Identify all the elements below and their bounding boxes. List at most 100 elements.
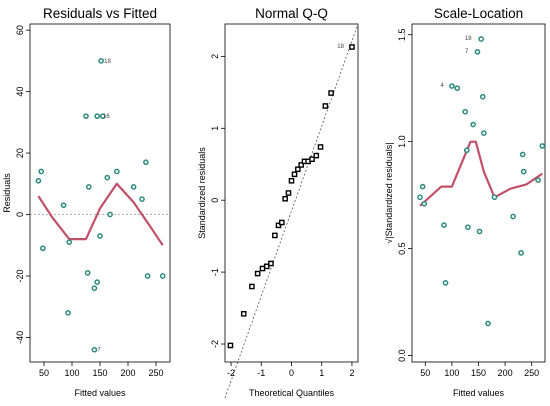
data-point (328, 90, 334, 96)
data-point (130, 184, 137, 190)
data-point (485, 320, 491, 327)
y-tick-label: 2 (210, 54, 220, 59)
plot-frame (29, 23, 171, 363)
x-tick-label: 50 (420, 368, 430, 378)
data-point (465, 224, 471, 231)
data-point (249, 283, 255, 290)
y-tick-label: 0.5 (397, 242, 407, 255)
x-tick-label: 250 (148, 368, 163, 378)
data-point (474, 48, 481, 55)
data-point (97, 233, 103, 239)
x-axis-label: Theoretical Quantiles (249, 388, 335, 398)
data-point (421, 200, 428, 207)
y-tick-label: 0 (15, 212, 25, 217)
data-point (60, 202, 67, 209)
point-label: 4 (441, 83, 445, 89)
data-point (272, 232, 278, 239)
point-label: 7 (465, 49, 469, 55)
x-tick-label: -1 (257, 368, 265, 378)
data-point (317, 144, 324, 150)
y-tick-label: -20 (15, 269, 25, 282)
data-point (478, 36, 485, 42)
data-point (295, 166, 301, 173)
data-point (98, 58, 104, 64)
data-point (282, 195, 288, 202)
y-tick-label: 0.0 (397, 349, 407, 362)
y-tick-label: 0 (210, 198, 220, 203)
x-tick-label: 200 (120, 368, 135, 378)
data-point (491, 194, 498, 201)
x-tick-label: 150 (92, 368, 107, 378)
data-point (227, 342, 234, 349)
data-point (441, 222, 447, 228)
data-point (449, 83, 455, 89)
y-axis-label: Standardized residuals (197, 147, 207, 239)
data-point (470, 121, 477, 128)
x-tick-label: 50 (39, 368, 49, 378)
y-tick-label: 1.0 (397, 135, 407, 148)
data-point (83, 113, 89, 120)
x-tick-label: 2 (349, 368, 354, 378)
x-axis-label: Fitted values (74, 388, 126, 398)
x-tick-label: 100 (444, 368, 459, 378)
data-point (107, 211, 113, 218)
x-tick-label: 100 (64, 368, 79, 378)
y-tick-label: 1 (210, 126, 220, 131)
y-tick-label: 20 (15, 148, 25, 158)
chart-title: Residuals vs Fitted (43, 6, 157, 21)
data-point (510, 213, 516, 220)
data-point (65, 309, 71, 316)
y-tick-label: 60 (15, 25, 25, 35)
y-tick-label: -1 (210, 268, 220, 276)
data-point (104, 174, 111, 181)
data-point (94, 113, 101, 120)
data-point (285, 190, 292, 196)
data-point (84, 270, 91, 276)
data-point (298, 162, 304, 168)
data-point (417, 194, 423, 201)
data-point (463, 147, 470, 154)
data-point (479, 93, 486, 100)
x-tick-label: 1 (319, 368, 324, 378)
data-point (144, 273, 151, 279)
data-point (35, 177, 42, 184)
chart-title: Normal Q-Q (255, 6, 328, 21)
data-point (539, 143, 546, 149)
x-tick-label: 200 (498, 368, 513, 378)
smooth-line (419, 140, 543, 207)
data-point (240, 311, 247, 317)
data-point (66, 239, 73, 246)
data-point (139, 196, 145, 202)
y-tick-label: 40 (15, 87, 25, 97)
data-point (94, 279, 101, 285)
data-point (254, 270, 261, 277)
y-tick-label: -2 (210, 340, 220, 348)
data-point (480, 130, 487, 136)
data-point (313, 152, 320, 159)
data-point (309, 156, 315, 163)
data-point (38, 168, 45, 175)
data-point (159, 273, 166, 279)
data-point (113, 168, 120, 175)
smooth-line (37, 182, 164, 246)
residuals-vs-fitted-panel: Residuals vs Fitted Fitted values Residual… (2, 6, 171, 398)
data-point (535, 177, 541, 184)
data-point (91, 346, 98, 353)
scale-location-panel: Scale-Location Fitted values √|Standardize… (384, 6, 546, 398)
data-point (288, 177, 295, 184)
data-point (279, 219, 285, 226)
data-point (268, 260, 274, 267)
point-label: 16 (103, 114, 110, 120)
data-point (322, 103, 329, 109)
data-point (85, 184, 92, 190)
data-point (519, 151, 526, 158)
data-point (99, 113, 106, 120)
y-tick-label: 1.5 (397, 28, 407, 41)
qq-reference-line (224, 23, 359, 399)
point-label: 18 (104, 59, 111, 65)
data-point (442, 279, 449, 286)
data-point (349, 44, 355, 50)
data-point (419, 183, 426, 190)
data-point (520, 168, 527, 175)
